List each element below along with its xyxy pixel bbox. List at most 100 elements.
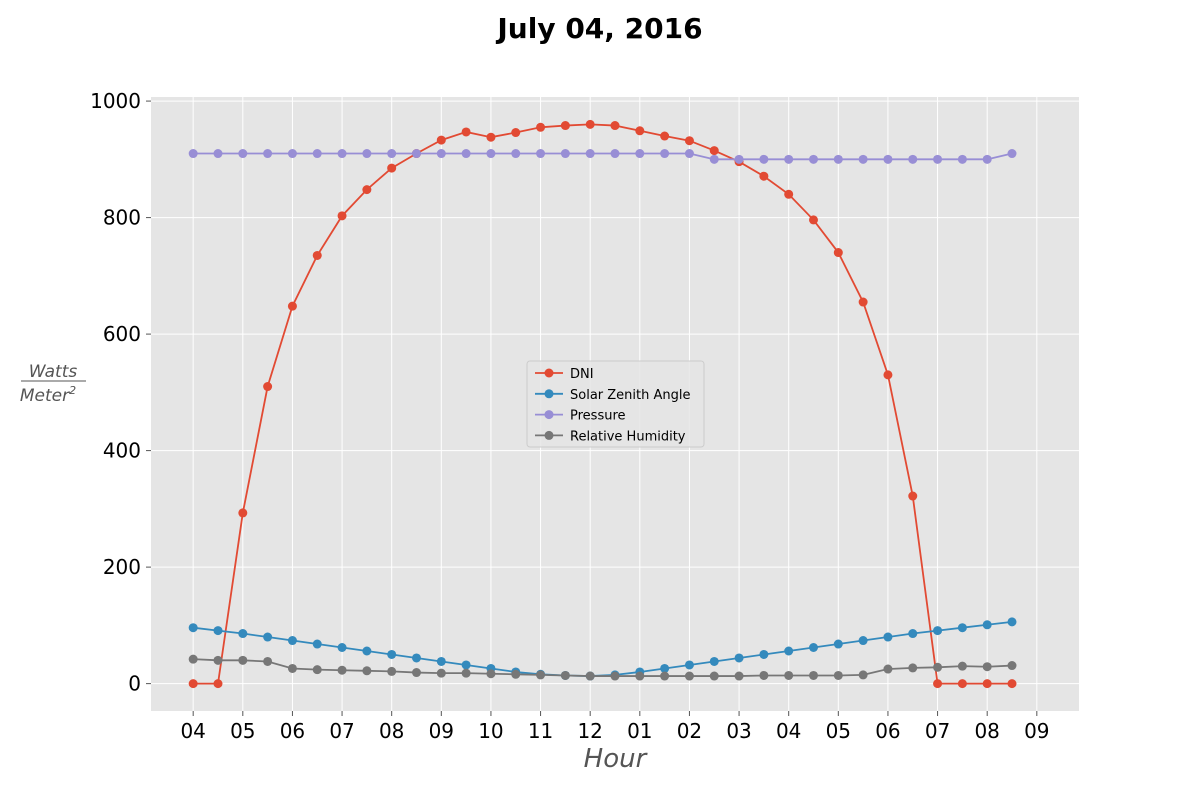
y-tick-label: 400 [103, 439, 141, 463]
data-point [486, 669, 496, 679]
data-point [287, 663, 297, 673]
data-point [610, 149, 620, 159]
data-point [188, 679, 198, 689]
data-point [312, 639, 322, 649]
data-point [287, 301, 297, 311]
legend-box [526, 360, 705, 448]
x-tick-label: 07 [925, 719, 950, 743]
data-point [411, 653, 421, 663]
data-point [436, 149, 446, 159]
x-tick-label: 05 [230, 719, 255, 743]
y-axis-label-denominator-text: Meter [20, 386, 70, 406]
data-point [759, 171, 769, 181]
data-point [560, 670, 570, 680]
y-tick-label: 1000 [90, 89, 141, 113]
x-tick-label: 04 [776, 719, 801, 743]
data-point [486, 132, 496, 142]
data-point [536, 670, 546, 680]
data-point [263, 382, 273, 392]
data-point [684, 136, 694, 146]
data-point [387, 163, 397, 173]
data-point [461, 127, 471, 137]
data-point [684, 660, 694, 670]
data-point [809, 670, 819, 680]
data-point [312, 250, 322, 260]
data-point [411, 149, 421, 159]
data-point [684, 149, 694, 159]
x-tick-label: 08 [379, 719, 404, 743]
data-point [362, 185, 372, 195]
data-point [883, 632, 893, 642]
y-axis-label-numerator: Watts [29, 362, 78, 382]
data-point [957, 661, 967, 671]
data-point [759, 649, 769, 659]
data-point [1007, 661, 1017, 671]
data-point [957, 679, 967, 689]
data-point [511, 149, 521, 159]
data-point [536, 122, 546, 132]
x-tick-label: 03 [726, 719, 751, 743]
data-point [635, 126, 645, 136]
data-point [560, 121, 570, 131]
data-point [883, 154, 893, 164]
data-point [709, 656, 719, 666]
legend: DNI Solar Zenith Angle Pressure Relative Hu… [526, 360, 705, 448]
legend-marker [544, 410, 554, 420]
legend-label: Relative Humidity [570, 429, 686, 444]
legend-item: Relative Humidity [535, 429, 686, 444]
legend-marker [544, 368, 554, 378]
data-point [982, 154, 992, 164]
data-point [709, 671, 719, 681]
x-tick-label: 09 [429, 719, 454, 743]
data-point [982, 679, 992, 689]
legend-label: Solar Zenith Angle [570, 388, 690, 403]
data-point [536, 149, 546, 159]
data-point [833, 639, 843, 649]
y-tick-label: 200 [103, 555, 141, 579]
x-tick-label: 02 [677, 719, 702, 743]
data-point [213, 655, 223, 665]
data-point [982, 662, 992, 672]
x-tick-label: 01 [627, 719, 652, 743]
data-point [759, 154, 769, 164]
data-point [933, 154, 943, 164]
data-point [337, 211, 347, 221]
data-point [982, 620, 992, 630]
data-point [833, 248, 843, 258]
data-point [883, 370, 893, 380]
data-point [1007, 149, 1017, 159]
data-point [833, 670, 843, 680]
x-tick-label: 06 [875, 719, 900, 743]
data-point [660, 131, 670, 141]
data-point [809, 154, 819, 164]
x-tick-label: 12 [577, 719, 602, 743]
data-point [660, 149, 670, 159]
data-point [709, 146, 719, 156]
data-point [809, 643, 819, 653]
data-point [436, 135, 446, 145]
series-relative-humidity [188, 654, 1017, 681]
y-axis-label-exponent: 2 [69, 384, 76, 397]
data-point [908, 154, 918, 164]
data-point [957, 154, 967, 164]
y-axis-ticks: 0 200 400 600 800 1000 [90, 89, 151, 696]
data-point [213, 679, 223, 689]
data-point [635, 149, 645, 159]
data-point [610, 671, 620, 681]
data-point [585, 671, 595, 681]
data-point [238, 655, 248, 665]
data-point [362, 149, 372, 159]
data-point [610, 121, 620, 131]
data-point [387, 649, 397, 659]
y-tick-label: 600 [103, 322, 141, 346]
data-point [461, 660, 471, 670]
data-point [957, 623, 967, 633]
data-point [858, 154, 868, 164]
x-tick-label: 07 [329, 719, 354, 743]
data-point [933, 662, 943, 672]
data-point [858, 636, 868, 646]
data-point [337, 665, 347, 675]
data-point [337, 643, 347, 653]
legend-label: Pressure [570, 409, 626, 424]
data-point [560, 149, 570, 159]
